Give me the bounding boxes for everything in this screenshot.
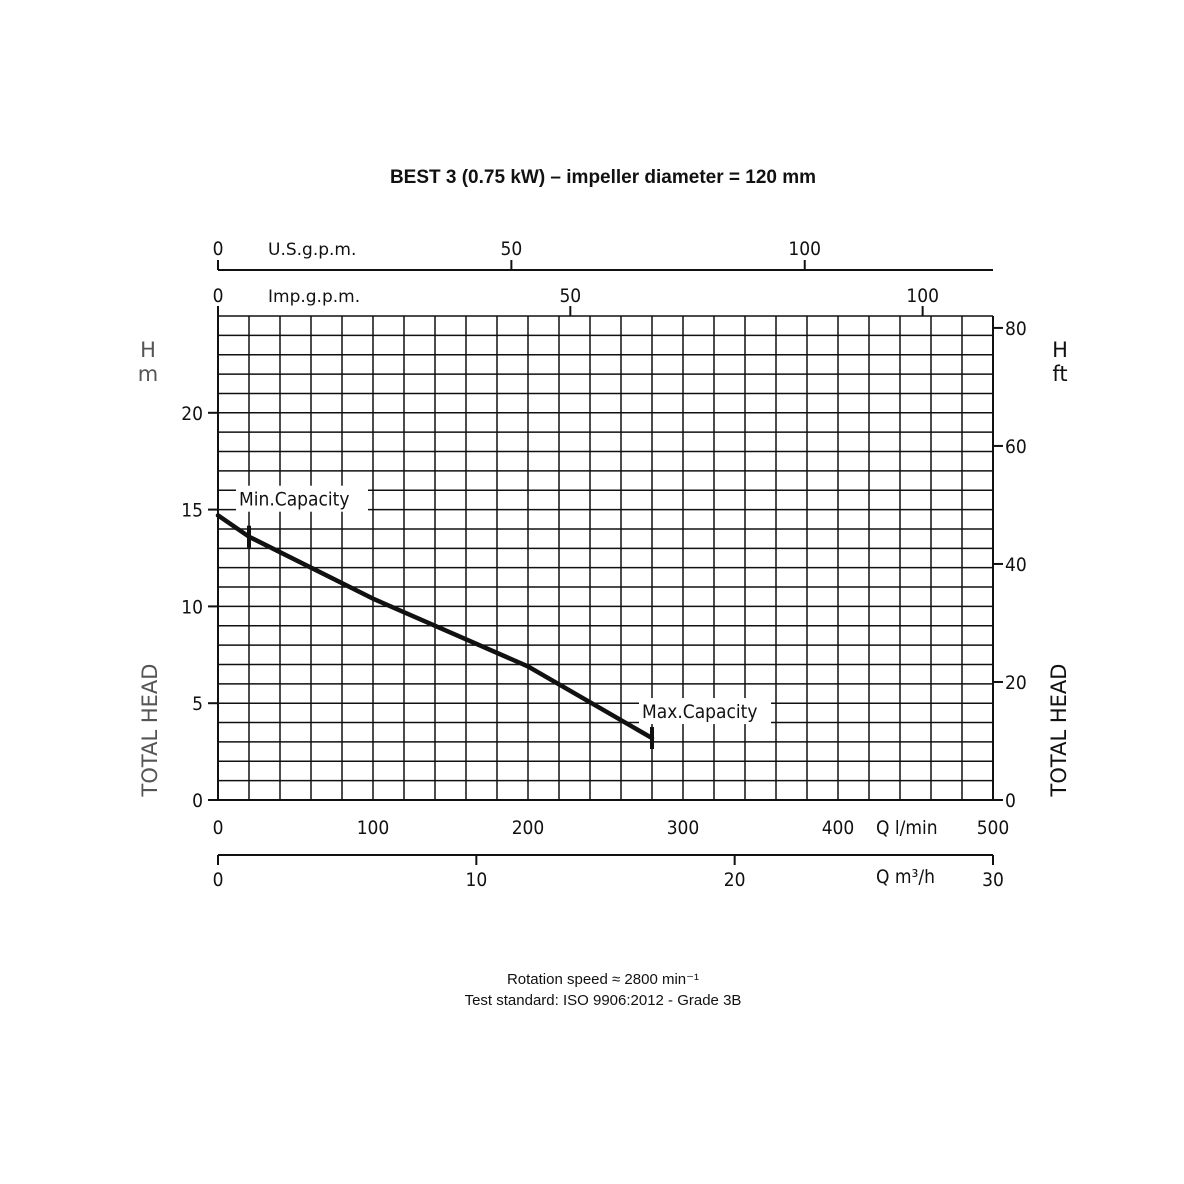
x-tick-label: 0 xyxy=(213,817,224,839)
grid xyxy=(217,315,994,801)
x-tick-label-m3h: 30 xyxy=(982,869,1004,891)
y-tick-label-m: 0 xyxy=(192,790,203,812)
x-axis-top-imp-label: Imp.g.p.m. xyxy=(268,287,360,307)
chart-title: BEST 3 (0.75 kW) – impeller diameter = 1… xyxy=(390,167,816,188)
x-tick-label: 200 xyxy=(512,817,545,839)
x-tick-label: 400 xyxy=(822,817,855,839)
x-tick-label: 500 xyxy=(977,817,1010,839)
y-tick-label-ft: 20 xyxy=(1005,672,1027,694)
x-tick-label-m3h: 0 xyxy=(213,869,224,891)
y-tick-label-ft: 0 xyxy=(1005,790,1016,812)
y-tick-label-ft: 60 xyxy=(1005,436,1027,458)
y-right-symbol: H xyxy=(1052,338,1068,362)
y-right-unit: ft xyxy=(1052,362,1067,386)
y-tick-label-m: 10 xyxy=(181,596,203,618)
annotation-label: Max.Capacity xyxy=(642,701,757,723)
y-tick-label-m: 15 xyxy=(181,500,203,522)
x-axis-top-us-label: U.S.g.p.m. xyxy=(268,240,356,260)
x-tick-label-us: 0 xyxy=(213,238,224,260)
x-axis-secondary-label: Q m³/h xyxy=(876,866,935,888)
annotations: Min.Capacity Max.Capacity xyxy=(236,485,771,750)
footer-rotation-speed: Rotation speed ≈ 2800 min⁻¹ xyxy=(507,971,699,988)
axes xyxy=(208,260,1003,865)
x-tick-label: 300 xyxy=(667,817,700,839)
x-tick-label: 100 xyxy=(357,817,390,839)
x-tick-label-m3h: 10 xyxy=(465,869,487,891)
pump-curve-line xyxy=(215,513,655,741)
y-left-axis-label: TOTAL HEAD xyxy=(138,664,162,798)
x-tick-label-us: 100 xyxy=(788,238,821,260)
annotation-bg xyxy=(236,485,368,512)
y-tick-label-m: 5 xyxy=(192,693,203,715)
x-tick-label-imp: 50 xyxy=(559,285,581,307)
x-tick-label-us: 50 xyxy=(500,238,522,260)
footer-test-standard: Test standard: ISO 9906:2012 - Grade 3B xyxy=(465,992,742,1009)
series-layer xyxy=(215,513,655,741)
x-tick-label-imp: 100 xyxy=(906,285,939,307)
x-axis-label: Q l/min xyxy=(876,817,938,839)
y-tick-label-ft: 80 xyxy=(1005,318,1027,340)
x-tick-label-imp: 0 xyxy=(213,285,224,307)
y-left-symbol: H xyxy=(140,338,156,362)
y-right-axis-label: TOTAL HEAD xyxy=(1047,664,1071,798)
annotation-label: Min.Capacity xyxy=(239,489,349,511)
y-tick-label-m: 20 xyxy=(181,403,203,425)
annotation-bg xyxy=(639,698,771,725)
y-tick-label-ft: 40 xyxy=(1005,554,1027,576)
y-left-unit: m xyxy=(138,362,158,386)
x-tick-label-m3h: 20 xyxy=(724,869,746,891)
